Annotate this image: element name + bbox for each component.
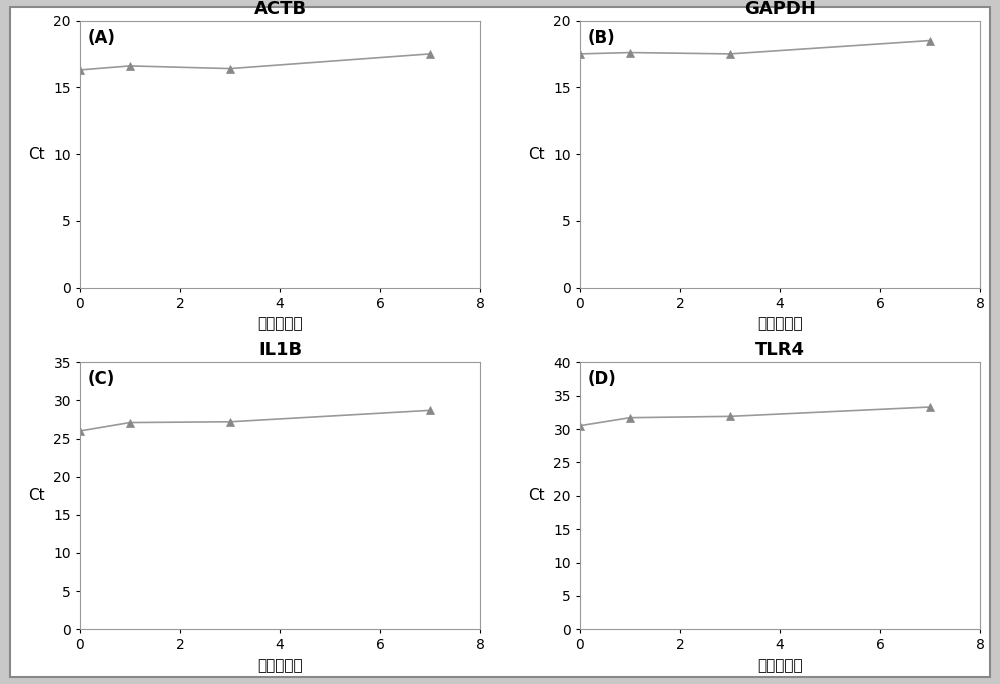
X-axis label: 时间（天）: 时间（天） <box>257 316 303 331</box>
Y-axis label: Ct: Ct <box>528 488 545 503</box>
Text: (A): (A) <box>88 29 116 47</box>
Text: (B): (B) <box>588 29 616 47</box>
Title: IL1B: IL1B <box>258 341 302 359</box>
Text: (D): (D) <box>588 370 617 389</box>
Text: (C): (C) <box>88 370 115 389</box>
Y-axis label: Ct: Ct <box>28 146 45 161</box>
X-axis label: 时间（天）: 时间（天） <box>757 316 803 331</box>
X-axis label: 时间（天）: 时间（天） <box>257 658 303 673</box>
Y-axis label: Ct: Ct <box>28 488 45 503</box>
Y-axis label: Ct: Ct <box>528 146 545 161</box>
Title: TLR4: TLR4 <box>755 341 805 359</box>
Title: ACTB: ACTB <box>253 0 307 18</box>
Title: GAPDH: GAPDH <box>744 0 816 18</box>
X-axis label: 时间（天）: 时间（天） <box>757 658 803 673</box>
